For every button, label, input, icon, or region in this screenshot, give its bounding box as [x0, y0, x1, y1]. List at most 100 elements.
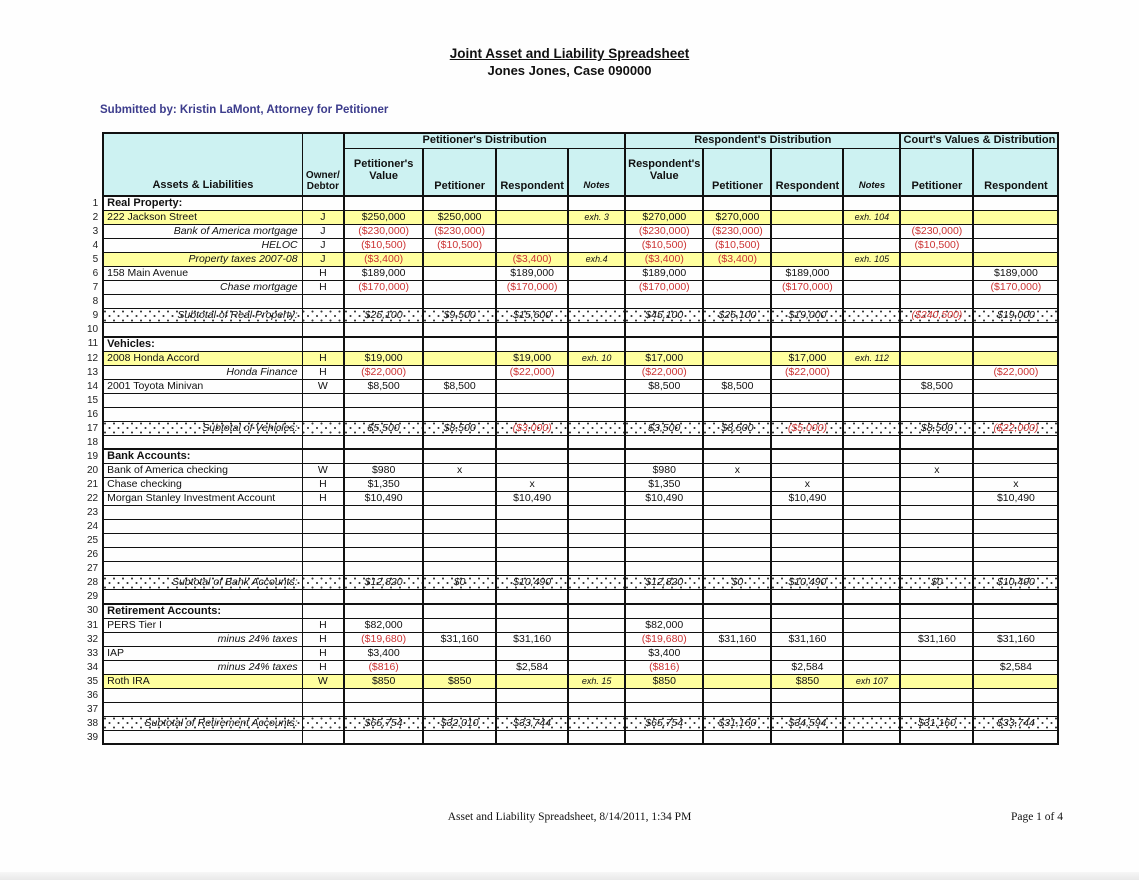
- table-row: 17 Subtotal of Vehicles: $5,500 $8,500 ($3,0…: [85, 420, 1060, 436]
- table-row: 6 158 Main Avenue H $189,000 $189,000 $189,00…: [85, 266, 1060, 281]
- value-cell: [842, 238, 901, 253]
- value-cell: [624, 195, 704, 211]
- value-cell: [899, 645, 974, 661]
- table-row: 4 HELOC J ($10,500) ($10,500) ($10,500) ($10,5…: [85, 238, 1060, 253]
- table-row: 16: [85, 406, 1060, 422]
- value-cell: $33,744: [495, 715, 569, 731]
- col-header-court-petitioner: Petitioner: [899, 147, 974, 197]
- owner-cell: [301, 322, 345, 337]
- value-cell: $2,584: [972, 659, 1060, 675]
- value-cell: [972, 617, 1060, 633]
- value-cell: $1,350: [624, 477, 704, 492]
- value-cell: [770, 392, 844, 408]
- value-cell: [842, 687, 901, 703]
- value-cell: $8,500: [422, 378, 497, 394]
- value-cell: [770, 729, 844, 745]
- table-row: 38 Subtotal of Retirement Accounts: $65,75…: [85, 715, 1060, 731]
- value-cell: [702, 673, 772, 689]
- value-cell: $17,000: [624, 350, 704, 366]
- table-row: 14 2001 Toyota Minivan W $8,500 $8,500 $8,500…: [85, 378, 1060, 394]
- value-cell: [770, 561, 844, 576]
- value-cell: [422, 602, 497, 619]
- value-cell: [972, 350, 1060, 366]
- value-cell: [842, 575, 901, 590]
- value-cell: [567, 617, 626, 633]
- value-cell: ($10,500): [702, 238, 772, 253]
- row-label: Roth IRA: [102, 673, 303, 689]
- table-row: 9 Subtotal of Real Property: $25,100 $9,500…: [85, 308, 1060, 323]
- owner-cell: [301, 589, 345, 604]
- row-number: 17: [87, 422, 99, 434]
- value-cell: [842, 266, 901, 281]
- value-cell: $31,160: [422, 631, 497, 647]
- owner-cell: [301, 335, 345, 352]
- value-cell: [972, 505, 1060, 520]
- value-cell: $980: [624, 463, 704, 478]
- value-cell: [495, 561, 569, 576]
- value-cell: [567, 715, 626, 731]
- table-row: 39: [85, 729, 1060, 745]
- value-cell: [972, 252, 1060, 267]
- value-cell: [422, 729, 497, 745]
- value-cell: $26,100: [702, 308, 772, 323]
- value-cell: [624, 392, 704, 408]
- value-cell: $189,000: [343, 266, 424, 281]
- value-cell: $31,160: [702, 631, 772, 647]
- value-cell: [343, 687, 424, 703]
- row-number: 15: [87, 394, 99, 406]
- value-cell: [702, 406, 772, 422]
- value-cell: [899, 533, 974, 548]
- value-cell: $34,594: [770, 715, 844, 731]
- value-cell: [842, 589, 901, 604]
- value-cell: [770, 378, 844, 394]
- value-cell: [702, 687, 772, 703]
- row-number: 3: [92, 226, 99, 237]
- value-cell: [770, 701, 844, 717]
- value-cell: $3,500: [624, 420, 704, 436]
- table-row: 11 Vehicles:: [85, 335, 1060, 352]
- row-number: 36: [87, 689, 99, 701]
- value-cell: [422, 350, 497, 366]
- value-cell: ($230,000): [702, 224, 772, 239]
- value-cell: [422, 645, 497, 661]
- value-cell: [972, 238, 1060, 253]
- value-cell: [842, 519, 901, 534]
- value-cell: [972, 645, 1060, 661]
- row-label: Subtotal of Vehicles:: [102, 420, 303, 436]
- value-cell: $19,000: [972, 308, 1060, 323]
- value-cell: $8,500: [702, 420, 772, 436]
- row-label: Vehicles:: [102, 335, 303, 352]
- owner-cell: [301, 406, 345, 422]
- table-row: 30 Retirement Accounts:: [85, 602, 1060, 619]
- value-cell: [702, 519, 772, 534]
- value-cell: [567, 434, 626, 450]
- value-cell: [972, 561, 1060, 576]
- value-cell: [567, 519, 626, 534]
- value-cell: [899, 673, 974, 689]
- value-cell: [899, 335, 974, 352]
- value-cell: $19,000: [770, 308, 844, 323]
- value-cell: [567, 659, 626, 675]
- value-cell: $5,500: [343, 420, 424, 436]
- value-cell: [422, 195, 497, 211]
- value-cell: $2,584: [770, 659, 844, 675]
- value-cell: [567, 392, 626, 408]
- value-cell: [702, 533, 772, 548]
- value-cell: [899, 406, 974, 422]
- value-cell: $850: [343, 673, 424, 689]
- row-number: 34: [87, 661, 99, 673]
- value-cell: [842, 547, 901, 562]
- value-cell: [422, 406, 497, 422]
- col-header-assets-liabilities: Assets & Liabilities: [102, 132, 303, 197]
- value-cell: [770, 294, 844, 309]
- value-cell: [422, 294, 497, 309]
- table-row: 21 Chase checking H $1,350 x $1,350 x x: [85, 477, 1060, 492]
- value-cell: [899, 519, 974, 534]
- value-cell: [770, 687, 844, 703]
- value-cell: $31,160: [702, 715, 772, 731]
- value-cell: [624, 448, 704, 464]
- value-cell: ($170,000): [972, 280, 1060, 295]
- value-cell: [422, 687, 497, 703]
- row-number: 31: [87, 619, 99, 631]
- value-cell: [899, 210, 974, 225]
